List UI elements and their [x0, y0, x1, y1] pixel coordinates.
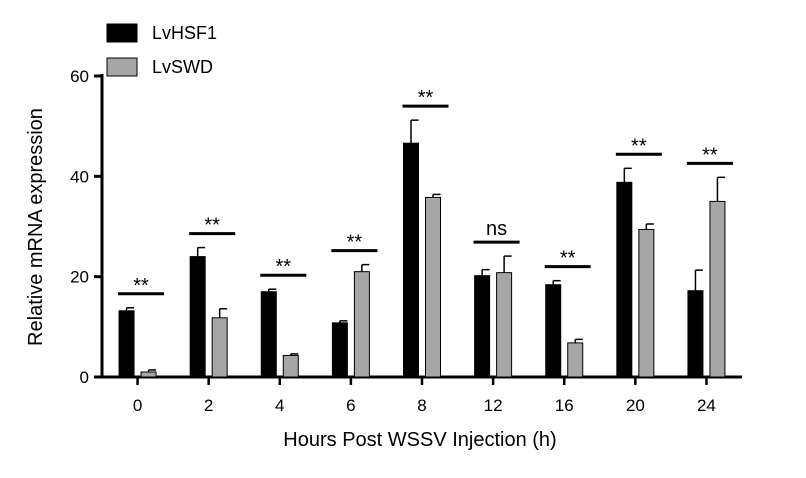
bar-lvhsf1 [687, 290, 704, 378]
y-axis: 0 20 40 60 [70, 67, 104, 387]
x-tick-label: 12 [484, 396, 503, 415]
significance-markers: ** ** ** ** ** ns ** ** ** [118, 87, 733, 297]
significance-label: ** [133, 275, 149, 297]
bar-lvswd [496, 272, 513, 378]
significance-label: ns [486, 218, 507, 240]
bar-lvhsf1 [474, 275, 491, 378]
x-axis-title: Hours Post WSSV Injection (h) [283, 429, 556, 451]
x-tick-label: 2 [204, 396, 213, 415]
legend-swatch [106, 57, 138, 77]
bar-lvhsf1 [260, 291, 277, 378]
x-tick-label: 4 [275, 396, 284, 415]
bar-lvhsf1 [118, 310, 135, 378]
significance-label: ** [418, 87, 434, 109]
bar-lvhsf1 [616, 181, 633, 378]
bars [118, 142, 726, 378]
legend: LvHSF1 LvSWD [106, 23, 217, 77]
x-axis: 0 2 4 6 8 12 16 20 24 [100, 375, 742, 415]
significance-label: ** [631, 135, 647, 157]
error-bars [125, 119, 725, 372]
y-tick-label: 40 [70, 167, 89, 186]
bar-lvhsf1 [189, 256, 206, 378]
y-tick-label: 60 [70, 67, 89, 86]
significance-label: ** [204, 215, 220, 237]
legend-swatch [106, 23, 138, 43]
y-axis-title: Relative mRNA expression [25, 108, 47, 346]
x-tick-label: 6 [346, 396, 355, 415]
bar-lvswd [140, 371, 157, 378]
significance-label: ** [560, 248, 576, 270]
bar-lvhsf1 [403, 142, 419, 378]
bar-lvswd [211, 317, 228, 378]
x-tick-label: 16 [555, 396, 574, 415]
legend-label: LvHSF1 [152, 23, 217, 43]
significance-label: ** [347, 232, 363, 254]
x-tick-label: 0 [133, 396, 142, 415]
bar-lvswd [709, 200, 726, 378]
x-tick-label: 24 [697, 396, 716, 415]
legend-label: LvSWD [152, 57, 213, 77]
bar-lvhsf1 [331, 322, 348, 378]
significance-label: ** [702, 144, 718, 166]
bar-lvswd [425, 196, 441, 378]
x-tick-label: 8 [417, 396, 426, 415]
y-tick-label: 0 [80, 368, 89, 387]
bar-lvswd [353, 271, 370, 378]
bar-lvswd [282, 354, 299, 378]
significance-label: ** [275, 256, 291, 278]
bar-lvhsf1 [545, 284, 562, 378]
y-tick-label: 20 [70, 268, 89, 287]
bar-lvswd [567, 342, 584, 378]
bar-lvswd [638, 229, 655, 378]
x-tick-label: 20 [626, 396, 645, 415]
